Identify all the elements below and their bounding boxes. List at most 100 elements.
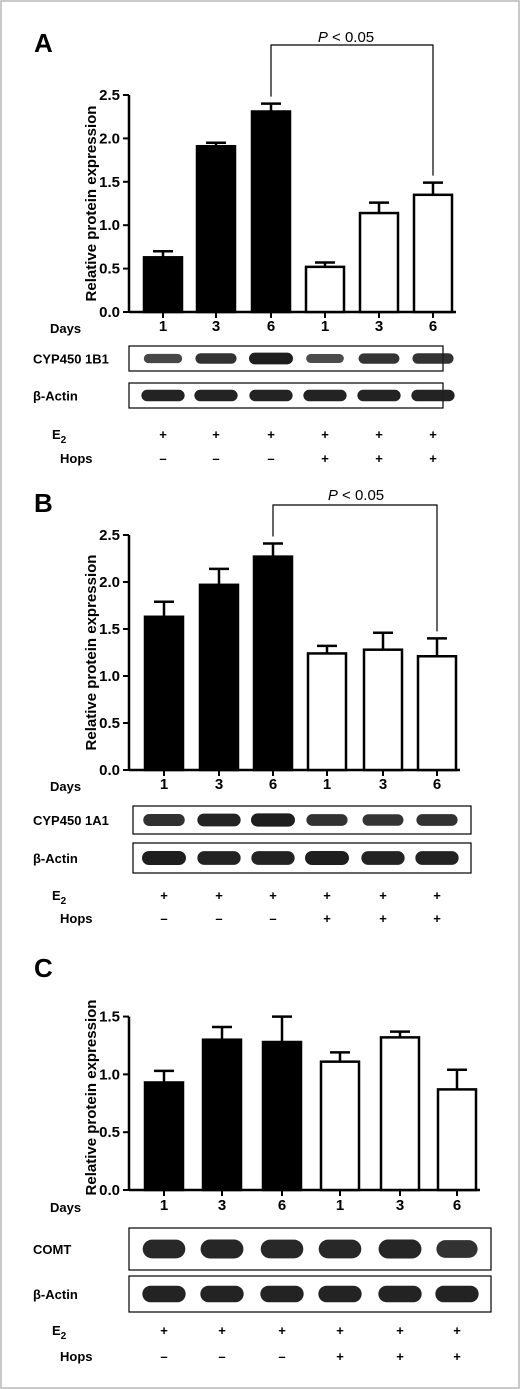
y-tick-label: 0.0 bbox=[99, 304, 120, 321]
e2-sign: + bbox=[429, 427, 437, 442]
blot-band bbox=[249, 352, 293, 365]
blot-band bbox=[260, 1239, 304, 1259]
e2-sign: + bbox=[159, 427, 167, 442]
hops-sign: – bbox=[278, 1349, 285, 1364]
bar bbox=[416, 655, 458, 772]
x-category-label: 6 bbox=[269, 776, 277, 793]
p-value-annotation: P < 0.05 bbox=[328, 487, 384, 504]
bar bbox=[142, 256, 184, 314]
bar bbox=[304, 265, 346, 314]
y-tick-label: 2.0 bbox=[99, 574, 120, 591]
e2-sign: + bbox=[215, 888, 223, 903]
y-tick-label: 1.5 bbox=[99, 174, 120, 191]
blot-band bbox=[305, 850, 349, 866]
bar bbox=[358, 211, 400, 314]
blot-band bbox=[303, 389, 347, 402]
x-category-label: 3 bbox=[215, 776, 223, 793]
e2-sign: + bbox=[323, 888, 331, 903]
bar bbox=[379, 1036, 421, 1192]
y-axis-label: Relative protein expression bbox=[83, 1000, 100, 1196]
blot-label: β-Actin bbox=[33, 389, 78, 404]
hops-sign: – bbox=[218, 1349, 225, 1364]
significance-bracket bbox=[272, 504, 438, 632]
e2-sign: + bbox=[212, 427, 220, 442]
hops-sign: – bbox=[160, 911, 167, 926]
blot-label: CYP450 1A1 bbox=[33, 813, 109, 828]
hops-label: Hops bbox=[60, 1349, 93, 1364]
y-tick-label: 2.5 bbox=[99, 87, 120, 104]
blot-band bbox=[357, 389, 401, 402]
days-label: Days bbox=[50, 779, 81, 794]
blot-band bbox=[200, 1239, 244, 1259]
e2-sign: + bbox=[269, 888, 277, 903]
blot-band bbox=[142, 850, 186, 866]
blot-frame bbox=[132, 842, 472, 874]
blot-frame bbox=[128, 1275, 492, 1313]
blot-band bbox=[378, 1239, 422, 1259]
e2-sign: + bbox=[160, 888, 168, 903]
y-axis-label: Relative protein expression bbox=[83, 555, 100, 751]
days-label: Days bbox=[50, 1200, 81, 1215]
e2-sign: + bbox=[453, 1323, 461, 1338]
y-tick-label: 1.5 bbox=[99, 621, 120, 638]
blot-band bbox=[358, 353, 400, 364]
y-tick-label: 1.0 bbox=[99, 668, 120, 685]
p-value-annotation: P < 0.05 bbox=[318, 29, 374, 46]
e2-sign: + bbox=[375, 427, 383, 442]
blot-band bbox=[435, 1285, 479, 1303]
blot-label: CYP450 1B1 bbox=[33, 352, 109, 367]
bar bbox=[412, 193, 454, 314]
blot-band bbox=[318, 1285, 362, 1303]
p-value-text: < 0.05 bbox=[328, 29, 374, 46]
hops-sign: + bbox=[379, 911, 387, 926]
e2-label: E2 bbox=[52, 427, 67, 446]
e2-label: E2 bbox=[52, 888, 67, 907]
bar bbox=[250, 110, 292, 314]
panel-letter-c: C bbox=[34, 953, 53, 983]
x-category-label: 6 bbox=[429, 318, 437, 335]
blot-band bbox=[142, 1239, 186, 1259]
blot-band bbox=[378, 1285, 422, 1303]
x-category-label: 3 bbox=[218, 1197, 226, 1214]
e2-label-base: E bbox=[52, 1323, 61, 1338]
bar bbox=[201, 1038, 243, 1192]
x-category-label: 3 bbox=[375, 318, 383, 335]
x-category-label: 3 bbox=[212, 318, 220, 335]
blot-band bbox=[143, 353, 183, 364]
x-category-label: 6 bbox=[433, 776, 441, 793]
blot-band bbox=[306, 354, 344, 363]
e2-label-base: E bbox=[52, 888, 61, 903]
blot-band bbox=[416, 814, 458, 826]
x-category-label: 1 bbox=[336, 1197, 344, 1214]
blot-band bbox=[142, 1285, 186, 1303]
blot-band bbox=[249, 389, 293, 402]
hops-sign: + bbox=[336, 1349, 344, 1364]
blot-band bbox=[194, 389, 238, 402]
y-tick-label: 0.0 bbox=[99, 1182, 120, 1199]
blot-label: COMT bbox=[33, 1242, 71, 1257]
bar bbox=[252, 555, 294, 772]
blot-band bbox=[197, 813, 241, 827]
p-value-symbol: P bbox=[328, 487, 338, 504]
bar bbox=[319, 1060, 361, 1192]
blot-band bbox=[197, 851, 241, 865]
y-tick-label: 1.0 bbox=[99, 217, 120, 234]
blot-band bbox=[436, 1240, 478, 1258]
x-category-label: 6 bbox=[453, 1197, 461, 1214]
blot-frame bbox=[132, 805, 472, 835]
blot-label: β-Actin bbox=[33, 1287, 78, 1302]
hops-label: Hops bbox=[60, 451, 93, 466]
bar bbox=[436, 1088, 478, 1192]
bar bbox=[195, 144, 237, 314]
blot-band bbox=[195, 353, 237, 364]
y-tick-label: 0.5 bbox=[99, 261, 120, 278]
panel-letter-a: A bbox=[34, 28, 53, 58]
e2-sign: + bbox=[278, 1323, 286, 1338]
hops-sign: – bbox=[269, 911, 276, 926]
blot-band bbox=[143, 814, 185, 826]
e2-sign: + bbox=[321, 427, 329, 442]
blot-band bbox=[412, 353, 454, 364]
e2-sign: + bbox=[267, 427, 275, 442]
